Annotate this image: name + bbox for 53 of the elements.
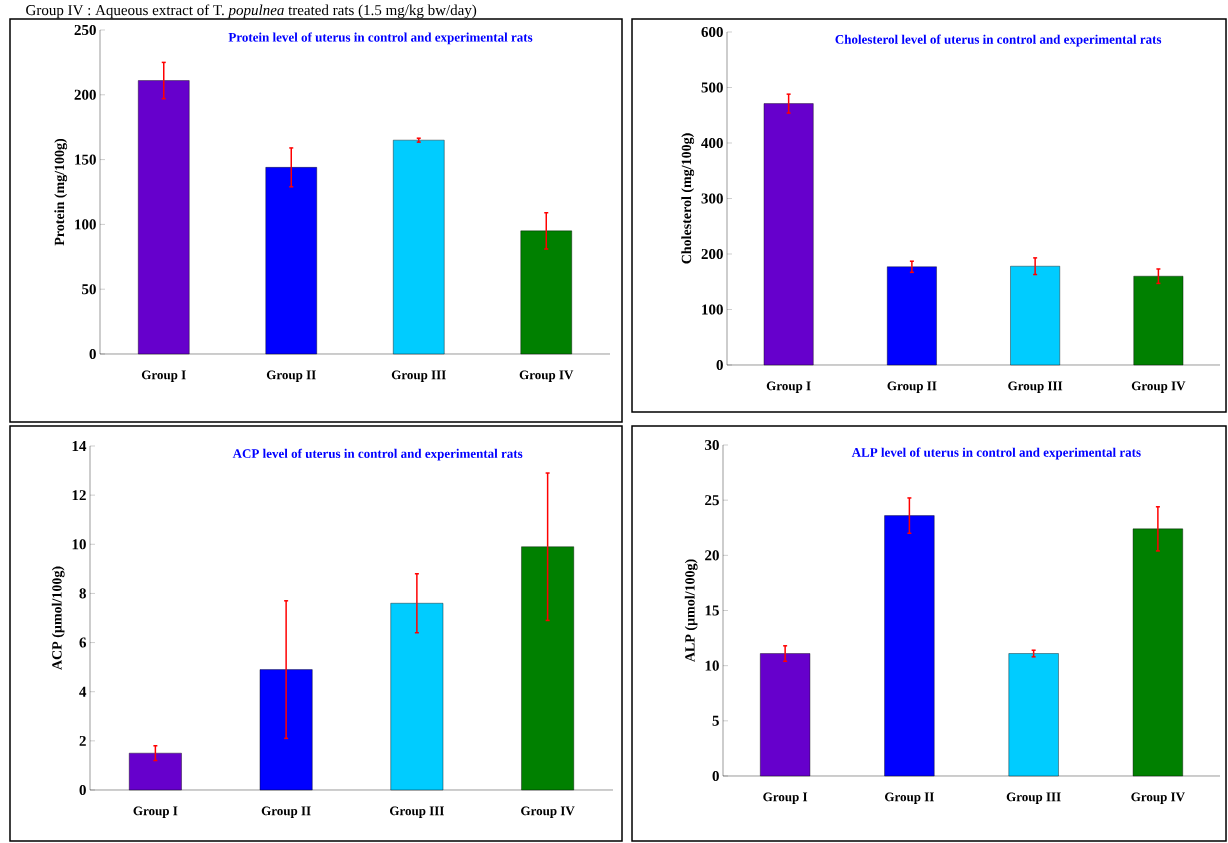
- y-axis-title: Protein (mg/100g): [54, 138, 68, 246]
- y-tick-label: 50: [82, 284, 96, 295]
- x-tick-label: Group I: [766, 381, 811, 393]
- x-tick-label: Group I: [763, 792, 808, 804]
- x-tick-label: Group III: [391, 370, 446, 382]
- y-tick-label: 4: [79, 686, 87, 697]
- x-tick-label: Group III: [1006, 792, 1061, 804]
- x-tick-label: Group IV: [521, 806, 575, 818]
- y-tick-label: 500: [701, 82, 723, 93]
- chart-title: Protein level of uterus in control and experimental rats: [228, 32, 533, 45]
- x-tick-label: Group III: [389, 806, 444, 818]
- y-tick-label: 0: [89, 348, 96, 360]
- chart-title: ACP level of uterus in control and experimental rats: [232, 448, 523, 461]
- y-tick-label: 0: [79, 784, 86, 796]
- y-tick-label: 12: [72, 490, 86, 501]
- y-tick-label: 0: [712, 770, 719, 782]
- x-tick-label: Group I: [133, 806, 178, 818]
- y-tick-label: 5: [712, 715, 719, 726]
- y-tick-label: 150: [75, 154, 96, 165]
- y-tick-label: 250: [74, 24, 96, 36]
- y-tick-label: 200: [701, 248, 723, 260]
- x-tick-label: Group II: [887, 381, 937, 393]
- x-tick-label: Group III: [1008, 381, 1063, 393]
- y-tick-label: 2: [79, 735, 86, 746]
- y-tick-label: 8: [79, 588, 86, 599]
- y-axis-title: Cholesterol (mg/100g): [681, 133, 695, 264]
- y-tick-label: 15: [705, 605, 719, 616]
- x-tick-label: Group IV: [1131, 792, 1185, 804]
- y-tick-label: 25: [705, 495, 719, 506]
- y-axis-title: ALP (µmol/100g): [684, 559, 698, 663]
- x-tick-label: Group II: [885, 792, 934, 804]
- y-tick-label: 10: [72, 539, 86, 550]
- y-axis-title: ACP (µmol/100g): [51, 566, 65, 670]
- y-tick-label: 400: [701, 137, 723, 149]
- y-tick-label: 0: [716, 359, 723, 371]
- y-tick-label: 600: [701, 26, 723, 38]
- y-tick-label: 100: [75, 219, 96, 230]
- x-tick-label: Group I: [141, 370, 186, 382]
- text: Group IV : Aqueous extract of T. populnea treated rats (1.5 mg/kg bw/day): [26, 4, 477, 19]
- y-tick-label: 10: [705, 660, 719, 671]
- x-tick-label: Group IV: [1131, 381, 1186, 393]
- y-tick-label: 30: [705, 439, 719, 451]
- chart-title: Cholesterol level of uterus in control and experimental rats: [835, 34, 1162, 47]
- y-tick-label: 20: [705, 550, 719, 561]
- x-tick-label: Group II: [261, 806, 311, 818]
- chart-title: ALP level of uterus in control and experimental rats: [851, 447, 1141, 460]
- x-tick-label: Group IV: [519, 370, 574, 382]
- x-tick-label: Group II: [266, 370, 316, 382]
- y-tick-label: 100: [702, 304, 723, 315]
- y-tick-label: 14: [72, 441, 87, 451]
- y-tick-label: 6: [79, 637, 87, 648]
- y-tick-label: 300: [701, 193, 723, 204]
- y-tick-label: 200: [74, 89, 96, 100]
